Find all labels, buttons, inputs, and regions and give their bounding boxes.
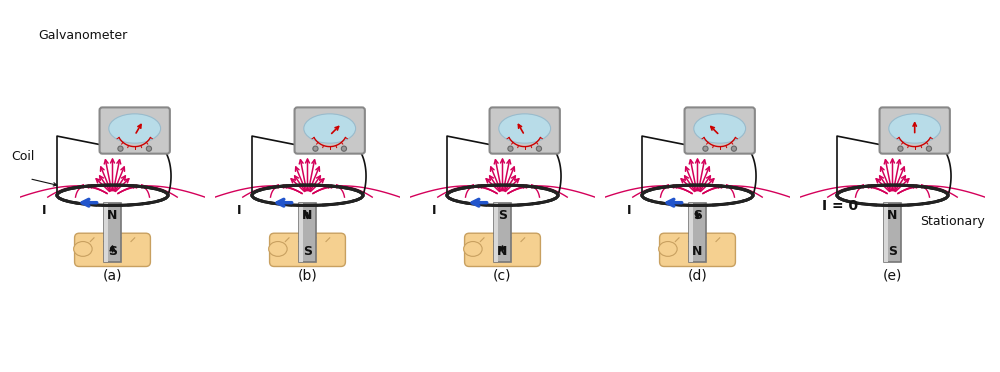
Text: (b): (b) bbox=[298, 268, 317, 282]
Text: S: S bbox=[108, 245, 117, 258]
FancyBboxPatch shape bbox=[465, 233, 540, 266]
Bar bbox=[689, 203, 706, 262]
Text: Coil: Coil bbox=[11, 151, 34, 163]
Circle shape bbox=[508, 146, 513, 151]
FancyBboxPatch shape bbox=[75, 233, 150, 266]
Circle shape bbox=[731, 146, 737, 151]
Bar bbox=[884, 203, 901, 262]
Circle shape bbox=[703, 146, 708, 151]
FancyBboxPatch shape bbox=[880, 108, 950, 154]
Circle shape bbox=[146, 146, 152, 151]
Ellipse shape bbox=[694, 114, 746, 143]
Text: (a): (a) bbox=[103, 268, 122, 282]
Circle shape bbox=[536, 146, 542, 151]
Text: I: I bbox=[42, 203, 47, 217]
Circle shape bbox=[118, 146, 123, 151]
Ellipse shape bbox=[499, 114, 551, 143]
Text: (e): (e) bbox=[883, 268, 902, 282]
Bar bbox=[104, 203, 108, 262]
FancyBboxPatch shape bbox=[295, 108, 365, 154]
Ellipse shape bbox=[659, 241, 677, 256]
Text: I: I bbox=[432, 203, 437, 217]
FancyBboxPatch shape bbox=[685, 108, 755, 154]
Circle shape bbox=[341, 146, 347, 151]
Bar bbox=[494, 203, 498, 262]
Text: N: N bbox=[302, 209, 313, 222]
Text: (d): (d) bbox=[688, 268, 707, 282]
Text: S: S bbox=[888, 245, 897, 258]
Ellipse shape bbox=[464, 241, 482, 256]
Text: S: S bbox=[303, 245, 312, 258]
Bar bbox=[299, 203, 316, 262]
Ellipse shape bbox=[269, 241, 287, 256]
Text: N: N bbox=[497, 245, 508, 258]
FancyBboxPatch shape bbox=[100, 108, 170, 154]
Text: N: N bbox=[107, 209, 118, 222]
Bar bbox=[884, 203, 888, 262]
Text: I: I bbox=[627, 203, 632, 217]
Circle shape bbox=[313, 146, 318, 151]
Text: N: N bbox=[692, 245, 703, 258]
Ellipse shape bbox=[304, 114, 356, 143]
Circle shape bbox=[926, 146, 932, 151]
Text: Galvanometer: Galvanometer bbox=[38, 29, 128, 42]
Text: N: N bbox=[887, 209, 898, 222]
Bar bbox=[104, 203, 121, 262]
Text: (c): (c) bbox=[493, 268, 512, 282]
Ellipse shape bbox=[889, 114, 941, 143]
Text: I = 0: I = 0 bbox=[822, 199, 858, 214]
Text: S: S bbox=[693, 209, 702, 222]
Text: S: S bbox=[498, 209, 507, 222]
FancyBboxPatch shape bbox=[490, 108, 560, 154]
FancyBboxPatch shape bbox=[270, 233, 345, 266]
Bar bbox=[494, 203, 511, 262]
FancyBboxPatch shape bbox=[660, 233, 735, 266]
Ellipse shape bbox=[109, 114, 161, 143]
Text: I: I bbox=[237, 203, 242, 217]
Bar bbox=[689, 203, 693, 262]
Text: Stationary: Stationary bbox=[920, 215, 985, 228]
Ellipse shape bbox=[74, 241, 92, 256]
Circle shape bbox=[898, 146, 903, 151]
Bar bbox=[299, 203, 303, 262]
